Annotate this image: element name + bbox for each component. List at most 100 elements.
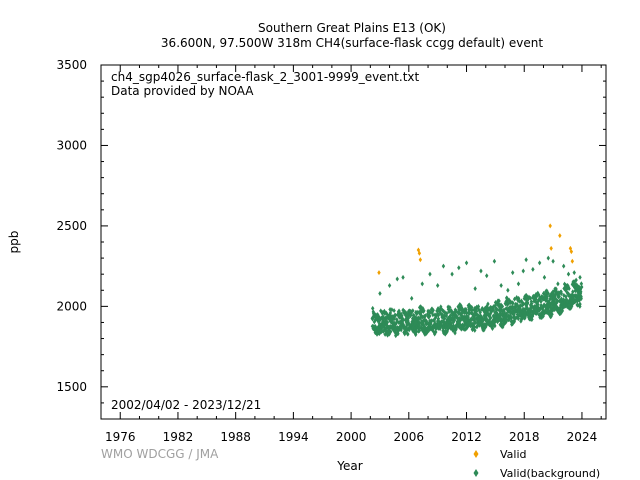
data-point-background [546, 290, 550, 296]
data-point-background [550, 311, 554, 317]
data-point-background [541, 313, 545, 319]
data-point-background [537, 292, 541, 298]
data-point-background [565, 304, 569, 310]
data-point-background [512, 319, 517, 325]
data-point-background [542, 290, 546, 296]
data-point-background [545, 288, 549, 294]
data-point-valid [377, 270, 381, 276]
y-tick-label: 2000 [56, 299, 87, 313]
legend: Valid Valid(background) [473, 448, 600, 480]
data-point-background [457, 265, 461, 271]
data-point-background [552, 292, 556, 298]
x-tick-label: 2018 [509, 430, 540, 444]
data-point-background [445, 311, 449, 317]
data-point-background [531, 295, 536, 301]
data-point-background [573, 285, 578, 291]
data-point-background [542, 274, 547, 280]
data-point-background [388, 329, 393, 335]
data-point-background [529, 301, 534, 307]
data-point-background [524, 257, 528, 263]
data-point-background [513, 305, 518, 311]
data-point-background [556, 281, 560, 287]
data-point-background [550, 298, 555, 304]
x-tick-label: 2006 [394, 430, 425, 444]
legend-label-valid-background: Valid(background) [500, 467, 600, 480]
data-point-background [560, 308, 565, 314]
data-point-background [570, 281, 575, 287]
data-point-background [515, 312, 520, 318]
data-point-background [409, 310, 413, 316]
data-point-background [506, 287, 510, 293]
data-point-background [534, 296, 538, 302]
data-point-background [435, 282, 440, 288]
data-point-background [539, 302, 543, 308]
data-point-background [559, 307, 563, 313]
data-point-background [431, 307, 435, 313]
data-point-valid [558, 233, 562, 239]
axis-ticks: 1976 1982 1988 1994 2000 2006 2012 2018 2024 1500… [56, 58, 606, 444]
data-point-background [464, 260, 469, 266]
data-point-background [551, 300, 556, 306]
data-point-background [571, 295, 575, 301]
data-point-background [518, 303, 522, 309]
data-point-background [392, 308, 396, 314]
data-point-background [537, 312, 542, 318]
data-point-background [406, 315, 411, 321]
data-point-background [579, 284, 584, 290]
x-tick-label: 1976 [105, 430, 136, 444]
data-point-background [497, 298, 501, 304]
data-point-background [474, 308, 479, 314]
data-point-background [537, 260, 542, 266]
data-point-background [515, 294, 519, 300]
x-tick-label: 2024 [567, 430, 598, 444]
date-range-annotation: 2002/04/02 - 2023/12/21 [111, 398, 261, 412]
data-point-background [557, 308, 562, 314]
data-point-background [510, 306, 514, 312]
data-point-background [535, 292, 539, 298]
source-filename-annotation: ch4_sgp4026_surface-flask_2_3001-9999_ev… [111, 70, 419, 84]
data-point-background [393, 312, 398, 318]
y-tick-label: 2500 [56, 219, 87, 233]
data-point-background [448, 304, 452, 310]
data-points [370, 223, 584, 339]
data-point-background [422, 308, 426, 314]
y-axis-label: ppb [7, 231, 21, 254]
legend-marker-valid [473, 450, 479, 458]
data-point-background [395, 276, 399, 282]
data-point-background [476, 303, 481, 309]
data-point-background [510, 270, 515, 276]
data-point-background [414, 329, 419, 335]
data-point-background [538, 305, 542, 311]
x-tick-label: 1988 [220, 430, 251, 444]
data-point-background [531, 304, 535, 310]
data-point-background [551, 258, 555, 264]
data-point-background [537, 307, 542, 313]
data-point-background [406, 331, 410, 337]
data-point-background [420, 281, 424, 287]
data-point-background [378, 290, 382, 296]
data-point-background [385, 319, 390, 325]
data-point-background [566, 271, 571, 277]
x-tick-label: 2012 [451, 430, 482, 444]
data-point-background [434, 329, 438, 335]
data-point-background [573, 282, 577, 288]
data-point-background [514, 315, 518, 321]
data-point-background [562, 281, 567, 287]
data-point-background [559, 291, 564, 297]
chart-subtitle: 36.600N, 97.500W 318m CH4(surface-flask … [161, 36, 543, 50]
data-point-background [579, 296, 583, 302]
legend-label-valid: Valid [500, 448, 527, 461]
x-tick-label: 2000 [336, 430, 367, 444]
data-point-background [516, 281, 521, 287]
data-point-background [441, 263, 446, 269]
data-point-background [562, 292, 566, 298]
data-point-background [578, 301, 582, 307]
data-point-background [411, 308, 415, 314]
data-point-background [532, 293, 537, 299]
data-point-background [558, 305, 562, 311]
y-tick-label: 3500 [56, 58, 87, 72]
data-point-background [528, 310, 532, 316]
data-point-background [488, 315, 493, 321]
data-provider-annotation: Data provided by NOAA [111, 84, 254, 98]
plot-area-frame [100, 64, 607, 420]
